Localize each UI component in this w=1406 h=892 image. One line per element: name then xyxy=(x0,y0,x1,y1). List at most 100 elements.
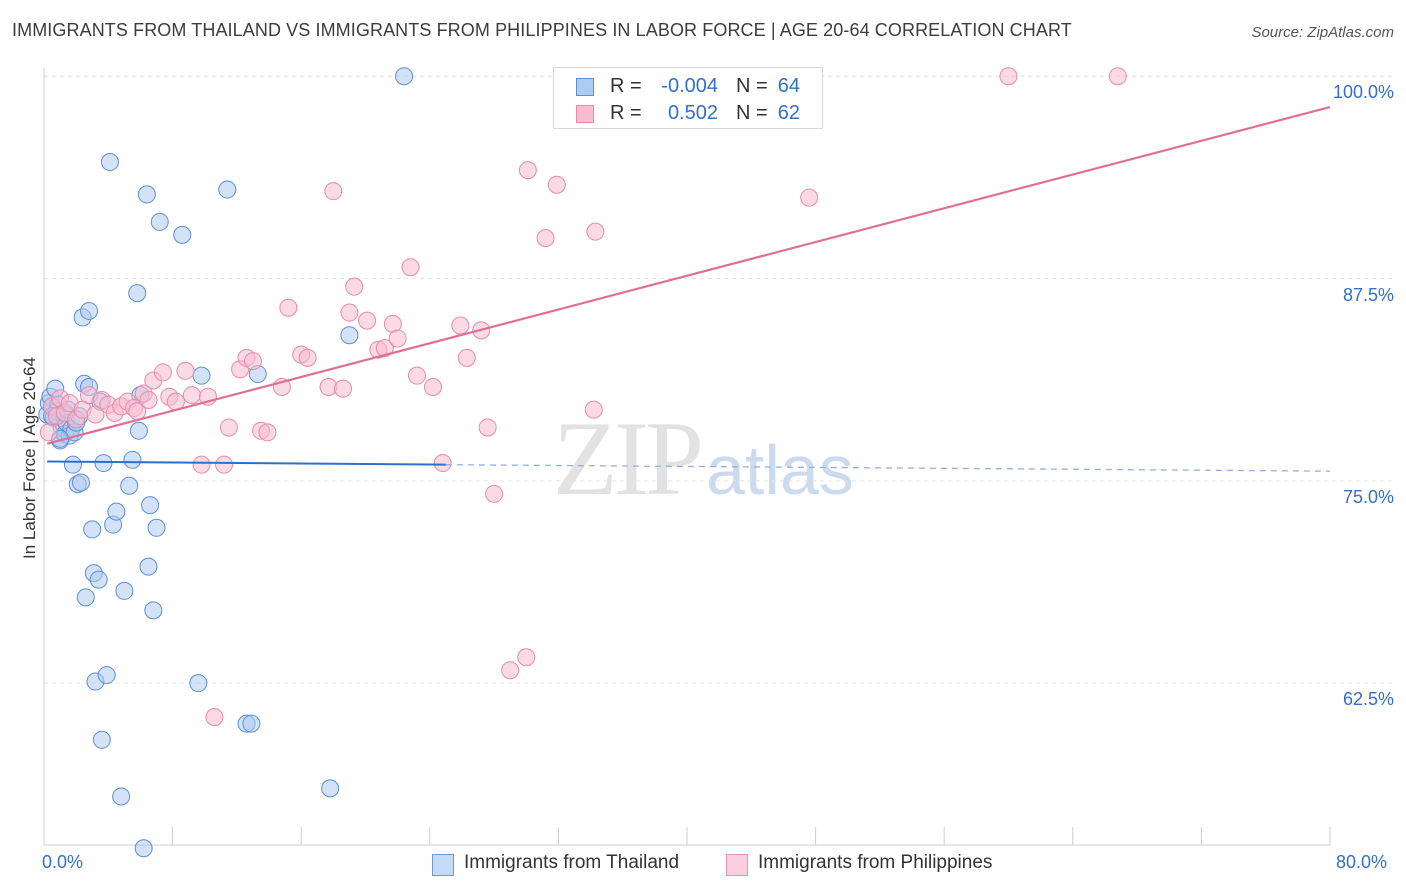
thailand-point xyxy=(242,714,261,733)
thailand-point xyxy=(189,674,208,693)
philippines-point xyxy=(298,348,317,367)
thailand-trend-line xyxy=(47,460,446,466)
trend-lines xyxy=(46,105,1331,472)
philippines-point xyxy=(457,348,476,367)
n-label: N = xyxy=(736,75,768,97)
stats-legend: R = -0.004 N = 64 R = 0.502 N = 62 xyxy=(553,67,823,129)
thailand-point xyxy=(134,839,153,858)
thailand-point xyxy=(147,518,166,537)
philippines-point xyxy=(517,648,536,667)
philippines-legend-swatch xyxy=(726,854,748,876)
thailand-point xyxy=(97,666,116,685)
philippines-point xyxy=(39,423,58,442)
thailand-point xyxy=(89,570,108,589)
thailand-point xyxy=(115,581,134,600)
thailand-point xyxy=(321,779,340,798)
watermark: ZIPatlas xyxy=(553,398,854,520)
y-axis-title: In Labor Force | Age 20-64 xyxy=(20,357,39,559)
y-tick-label: 87.5% xyxy=(1342,284,1394,305)
philippines-point xyxy=(433,454,452,473)
thailand-point xyxy=(92,730,111,749)
thailand-point xyxy=(112,787,131,806)
philippines-trend-line xyxy=(46,105,1331,445)
philippines-point xyxy=(182,386,201,405)
philippines-point xyxy=(375,339,394,358)
thailand-point xyxy=(63,455,82,474)
philippines-point xyxy=(407,366,426,385)
thailand-point xyxy=(123,450,142,469)
thailand-point xyxy=(139,557,158,576)
x-tick-max: 80.0% xyxy=(1336,852,1388,872)
thailand-point xyxy=(150,212,169,231)
thailand-point xyxy=(144,601,163,620)
grid-lines xyxy=(44,75,1394,684)
philippines-point xyxy=(153,363,172,382)
philippines-point xyxy=(451,316,470,335)
philippines-point xyxy=(518,161,537,180)
philippines-point xyxy=(358,311,377,330)
thailand-trend-extension xyxy=(445,464,1331,472)
philippines-point xyxy=(547,175,566,194)
thailand-legend-swatch xyxy=(432,854,454,876)
philippines-point xyxy=(1108,67,1127,86)
philippines-point xyxy=(424,378,443,397)
philippines-point xyxy=(478,418,497,437)
watermark-atlas: atlas xyxy=(706,431,854,509)
thailand-point xyxy=(129,421,148,440)
y-tick-label: 75.0% xyxy=(1342,486,1394,507)
thailand-point xyxy=(83,520,102,539)
source-label: Source: ZipAtlas.com xyxy=(1251,24,1394,41)
philippines-point xyxy=(501,661,520,680)
philippines-point xyxy=(139,390,158,409)
n-label: N = xyxy=(736,102,768,124)
philippines-point xyxy=(586,222,605,241)
thailand-point xyxy=(173,225,192,244)
x-tick-min: 0.0% xyxy=(42,852,84,872)
thailand-point xyxy=(192,366,211,385)
r-label: R = xyxy=(610,102,642,124)
thailand-swatch xyxy=(576,78,594,96)
philippines-point xyxy=(999,67,1018,86)
philippines-point xyxy=(215,455,234,474)
philippines-point xyxy=(800,188,819,207)
philippines-point xyxy=(345,277,364,296)
philippines-swatch xyxy=(576,105,594,123)
thailand-point xyxy=(120,476,139,495)
r-value: -0.004 xyxy=(661,75,718,97)
series-legend: Immigrants from Thailand Immigrants from… xyxy=(0,851,1406,879)
y-tick-label: 62.5% xyxy=(1342,689,1394,710)
thailand-point xyxy=(80,301,99,320)
philippines-point xyxy=(205,708,224,727)
philippines-point xyxy=(176,361,195,380)
philippines-point xyxy=(401,258,420,277)
philippines-point xyxy=(388,329,407,348)
philippines-point xyxy=(485,484,504,503)
philippines-point xyxy=(279,298,298,317)
thailand-point xyxy=(100,153,119,172)
thailand-point xyxy=(141,496,160,515)
y-tick-label: 100.0% xyxy=(1332,82,1394,103)
philippines-point xyxy=(258,423,277,442)
philippines-points xyxy=(39,67,1127,727)
n-value: 62 xyxy=(777,102,800,124)
philippines-point xyxy=(192,455,211,474)
watermark-zip: ZIP xyxy=(553,400,704,517)
philippines-point xyxy=(536,229,555,248)
philippines-point xyxy=(219,418,238,437)
philippines-point xyxy=(243,352,262,371)
thailand-point xyxy=(340,326,359,345)
thailand-point xyxy=(137,185,156,204)
thailand-point xyxy=(94,454,113,473)
thailand-point xyxy=(71,473,90,492)
philippines-point xyxy=(584,400,603,419)
legend-label: Immigrants from Thailand xyxy=(464,852,680,873)
philippines-point xyxy=(333,379,352,398)
thailand-point xyxy=(218,180,237,199)
r-label: R = xyxy=(610,75,642,97)
chart-title: IMMIGRANTS FROM THAILAND VS IMMIGRANTS F… xyxy=(12,20,1072,40)
axes xyxy=(43,68,1331,846)
thailand-point xyxy=(107,502,126,521)
r-value: 0.502 xyxy=(667,102,718,124)
thailand-point xyxy=(128,284,147,303)
